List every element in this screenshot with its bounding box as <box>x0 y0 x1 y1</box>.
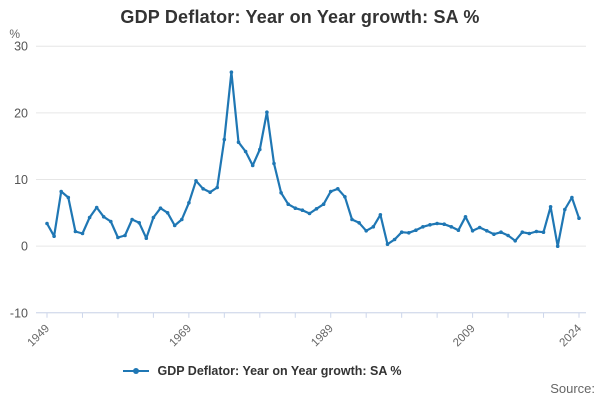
data-point[interactable] <box>66 195 71 200</box>
data-point[interactable] <box>158 206 163 210</box>
data-point[interactable] <box>215 185 219 190</box>
data-point[interactable] <box>364 229 369 233</box>
data-point[interactable] <box>87 215 92 220</box>
data-point[interactable] <box>130 217 134 222</box>
legend-item-label: GDP Deflator: Year on Year growth: SA % <box>157 364 402 378</box>
data-point[interactable] <box>265 110 269 114</box>
y-tick-label: 30 <box>14 40 28 54</box>
data-point[interactable] <box>336 187 340 191</box>
data-point[interactable] <box>109 219 113 224</box>
y-tick-label: 0 <box>21 240 28 254</box>
x-tick-label: 1989 <box>309 323 336 350</box>
data-point[interactable] <box>435 221 439 226</box>
data-point[interactable] <box>208 190 212 194</box>
data-point[interactable] <box>73 229 78 234</box>
data-point[interactable] <box>116 235 120 240</box>
data-point[interactable] <box>485 229 489 233</box>
x-tick-label: 2009 <box>451 323 478 350</box>
data-point[interactable] <box>456 228 461 232</box>
data-point[interactable] <box>123 233 127 238</box>
data-point[interactable] <box>499 230 503 234</box>
data-point[interactable] <box>272 161 276 166</box>
data-point[interactable] <box>137 221 141 225</box>
x-tick-label: 1969 <box>167 323 194 350</box>
data-point[interactable] <box>187 201 191 205</box>
y-axis-unit-label: % <box>9 27 20 41</box>
y-tick-label: -10 <box>10 306 28 320</box>
data-point[interactable] <box>258 147 262 152</box>
data-point[interactable] <box>513 239 517 243</box>
data-point[interactable] <box>506 233 510 238</box>
data-point[interactable] <box>328 189 333 194</box>
data-point[interactable] <box>59 189 63 194</box>
data-point[interactable] <box>570 195 574 200</box>
data-point[interactable] <box>180 217 184 222</box>
chart-title: GDP Deflator: Year on Year growth: SA % <box>120 7 480 27</box>
data-point[interactable] <box>548 205 553 209</box>
data-point[interactable] <box>421 225 425 229</box>
data-point[interactable] <box>541 230 546 234</box>
x-tick-label: 2024 <box>558 322 585 349</box>
data-point[interactable] <box>229 70 234 74</box>
data-point[interactable] <box>94 205 99 210</box>
data-point[interactable] <box>172 223 177 228</box>
data-point[interactable] <box>520 230 525 234</box>
data-point[interactable] <box>250 163 255 168</box>
data-point[interactable] <box>314 207 319 211</box>
data-point[interactable] <box>563 207 567 212</box>
data-point[interactable] <box>293 206 298 210</box>
data-point[interactable] <box>286 202 291 206</box>
data-point[interactable] <box>414 228 418 232</box>
data-point[interactable] <box>534 229 539 234</box>
data-point[interactable] <box>357 221 361 225</box>
data-point[interactable] <box>80 231 85 236</box>
data-point[interactable] <box>151 215 156 220</box>
data-point[interactable] <box>236 140 241 144</box>
legend-line-marker-icon <box>123 368 150 374</box>
data-point[interactable] <box>463 215 468 219</box>
data-point[interactable] <box>449 225 454 229</box>
data-point[interactable] <box>392 237 397 242</box>
data-point[interactable] <box>350 217 354 222</box>
data-point[interactable] <box>45 221 49 226</box>
data-point[interactable] <box>165 211 170 215</box>
data-point[interactable] <box>577 216 581 220</box>
y-tick-label: 10 <box>14 173 28 187</box>
data-point[interactable] <box>385 242 390 246</box>
data-point[interactable] <box>279 191 283 195</box>
data-point[interactable] <box>300 208 305 212</box>
data-point[interactable] <box>321 202 326 206</box>
x-tick-label: 1949 <box>26 323 53 350</box>
data-point[interactable] <box>470 229 475 233</box>
data-point[interactable] <box>101 215 106 219</box>
data-point[interactable] <box>399 230 404 234</box>
data-point[interactable] <box>407 231 411 235</box>
data-point[interactable] <box>307 211 312 216</box>
data-point[interactable] <box>222 137 227 142</box>
data-point[interactable] <box>492 232 496 236</box>
data-point[interactable] <box>52 234 56 238</box>
series-line[interactable] <box>45 71 581 248</box>
data-point[interactable] <box>343 195 347 199</box>
data-point[interactable] <box>555 244 560 248</box>
data-point[interactable] <box>371 225 376 229</box>
data-point[interactable] <box>428 223 432 227</box>
data-point[interactable] <box>243 149 248 154</box>
legend-item[interactable]: GDP Deflator: Year on Year growth: SA % <box>122 364 402 378</box>
data-point[interactable] <box>144 236 149 240</box>
data-point[interactable] <box>201 187 205 191</box>
data-point[interactable] <box>477 225 482 230</box>
source-note: Source: <box>550 381 595 396</box>
data-point[interactable] <box>442 222 447 226</box>
data-point[interactable] <box>378 213 383 217</box>
legend: GDP Deflator: Year on Year growth: SA % <box>0 362 524 380</box>
data-point[interactable] <box>527 231 532 236</box>
y-tick-label: 20 <box>14 106 28 120</box>
data-point[interactable] <box>194 179 198 183</box>
